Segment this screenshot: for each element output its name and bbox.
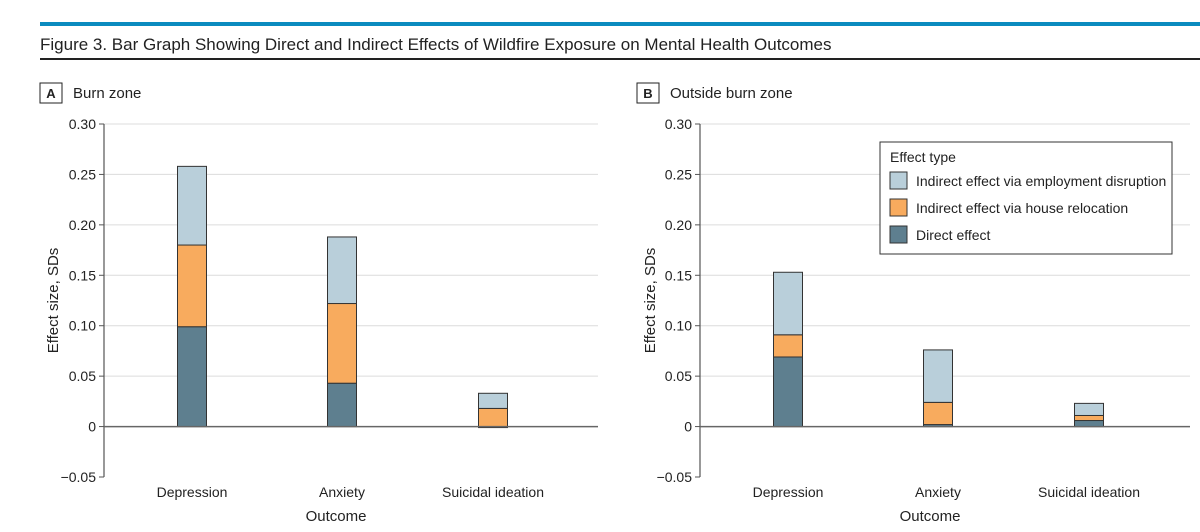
y-axis-label: Effect size, SDs — [45, 248, 62, 354]
x-axis-label: Outcome — [306, 508, 367, 525]
y-tick-label: 0.15 — [69, 267, 96, 283]
y-tick-label: 0.05 — [69, 368, 96, 384]
panel-letter: A — [46, 86, 56, 101]
legend-swatch — [889, 225, 908, 244]
bar-anxiety-direct-effect — [327, 382, 357, 428]
bar-anxiety-indirect-effect-via-house-relocation — [327, 303, 357, 384]
legend-box — [879, 141, 1173, 255]
x-tick-label: Anxiety — [319, 484, 365, 500]
legend-title: Effect type — [890, 149, 956, 165]
y-tick-label: −0.05 — [61, 469, 97, 485]
bar-depression-direct-effect — [773, 356, 803, 428]
y-tick-label: 0.15 — [665, 267, 692, 283]
y-tick-label: 0.05 — [665, 368, 692, 384]
panel-a: A Burn zone −0.05 0 0.05 0.10 0.15 0.20 0.25 0.30… — [39, 82, 598, 525]
x-tick-label: Depression — [753, 484, 824, 500]
legend-swatch — [889, 198, 908, 217]
y-tick-label: 0 — [684, 419, 692, 435]
x-tick-label: Suicidal ideation — [442, 484, 544, 500]
y-tick-label: 0.20 — [665, 217, 692, 233]
legend-entry: Direct effect — [916, 227, 991, 243]
x-tick-label: Suicidal ideation — [1038, 484, 1140, 500]
figure-title: Figure 3. Bar Graph Showing Direct and I… — [40, 35, 832, 54]
y-tick-label: 0.10 — [69, 318, 96, 334]
y-tick-label: 0.25 — [665, 166, 692, 182]
accent-bar — [40, 22, 1200, 26]
bar-anxiety-indirect-effect-via-employment-disruption — [327, 236, 357, 305]
bar-suicidal-ideation-indirect-effect-via-house-relocation — [478, 407, 508, 428]
bar-depression-indirect-effect-via-employment-disruption — [177, 165, 207, 246]
y-tick-label: 0.30 — [665, 116, 692, 132]
y-tick-label: 0 — [88, 419, 96, 435]
bar-anxiety-indirect-effect-via-house-relocation — [923, 401, 953, 426]
bar-depression-indirect-effect-via-employment-disruption — [773, 271, 803, 336]
y-tick-label: −0.05 — [657, 469, 693, 485]
panel-letter-box — [39, 82, 63, 104]
y-tick-label: 0.10 — [665, 318, 692, 334]
bar-depression-indirect-effect-via-house-relocation — [177, 244, 207, 328]
panel-b: B Outside burn zone −0.05 0 0.05 0.10 0.15 0.20… — [636, 82, 1190, 525]
legend-entry: Indirect effect via employment disruptio… — [916, 173, 1166, 189]
y-tick-label: 0.30 — [69, 116, 96, 132]
y-axis-label: Effect size, SDs — [642, 248, 659, 354]
panel-letter-box — [636, 82, 660, 104]
bar-suicidal-ideation-indirect-effect-via-employment-disruption — [1074, 402, 1104, 416]
x-axis-label: Outcome — [900, 508, 961, 525]
panel-title: Burn zone — [73, 85, 141, 102]
panel-title: Outside burn zone — [670, 85, 793, 102]
bar-depression-indirect-effect-via-house-relocation — [773, 334, 803, 358]
panel-letter: B — [643, 86, 652, 101]
legend-entry: Indirect effect via house relocation — [916, 200, 1128, 216]
bar-suicidal-ideation-indirect-effect-via-employment-disruption — [478, 392, 508, 409]
y-tick-label: 0.25 — [69, 166, 96, 182]
x-tick-label: Depression — [157, 484, 228, 500]
legend-swatch — [889, 171, 908, 190]
bar-anxiety-indirect-effect-via-employment-disruption — [923, 349, 953, 403]
y-tick-label: 0.20 — [69, 217, 96, 233]
x-tick-label: Anxiety — [915, 484, 961, 500]
bar-suicidal-ideation-direct-effect — [1074, 420, 1104, 428]
bar-depression-direct-effect — [177, 326, 207, 428]
bar-suicidal-ideation-indirect-effect-via-house-relocation — [1074, 414, 1104, 422]
legend: Effect type Indirect effect via employmen… — [879, 141, 1173, 255]
